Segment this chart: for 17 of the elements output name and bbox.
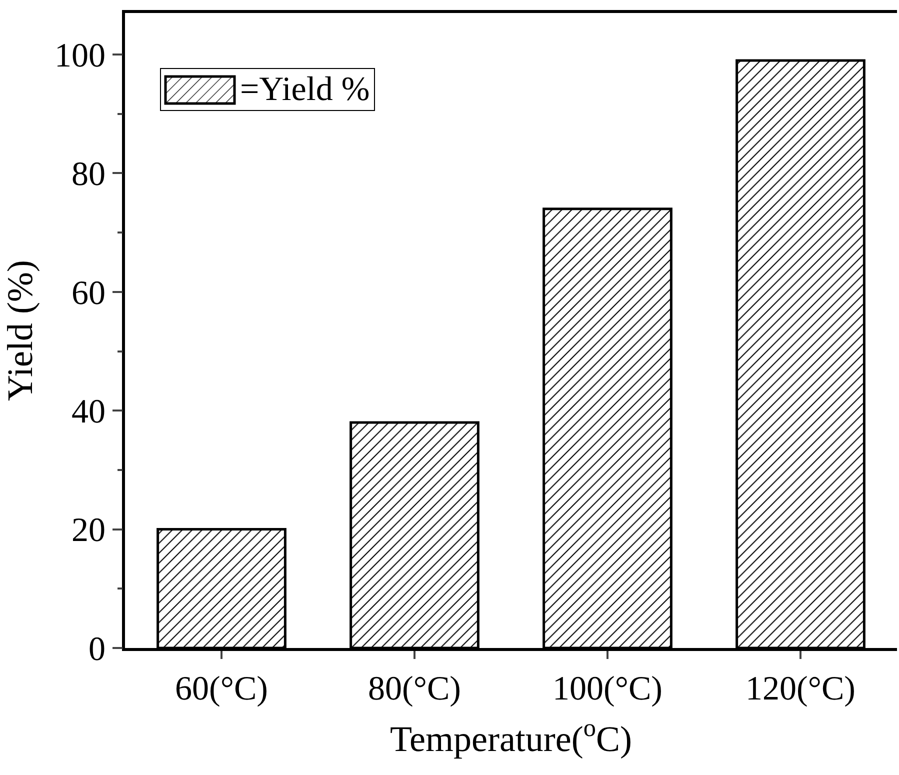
x-tick-label: 100(°C): [552, 670, 662, 708]
bar: [736, 59, 866, 648]
bar: [542, 208, 672, 648]
y-tick-label: 80: [71, 156, 106, 194]
x-tick-label: 60(°C): [175, 670, 268, 708]
text: =Yield %: [240, 71, 370, 108]
y-tick-label: 0: [88, 630, 106, 668]
y-tick-label: 20: [71, 512, 106, 550]
y-axis-title: Yield (%): [0, 260, 40, 401]
bar: [156, 528, 286, 648]
x-tick-label: 80(°C): [368, 670, 461, 708]
x-tick-label: 120(°C): [746, 670, 856, 708]
y-tick-label: 40: [71, 394, 106, 431]
y-tick-label: 60: [71, 274, 106, 312]
y-tick-label: 100: [54, 37, 106, 74]
bar: [350, 421, 480, 648]
x-axis-title: Temperature($^{o}$C): [390, 715, 632, 760]
